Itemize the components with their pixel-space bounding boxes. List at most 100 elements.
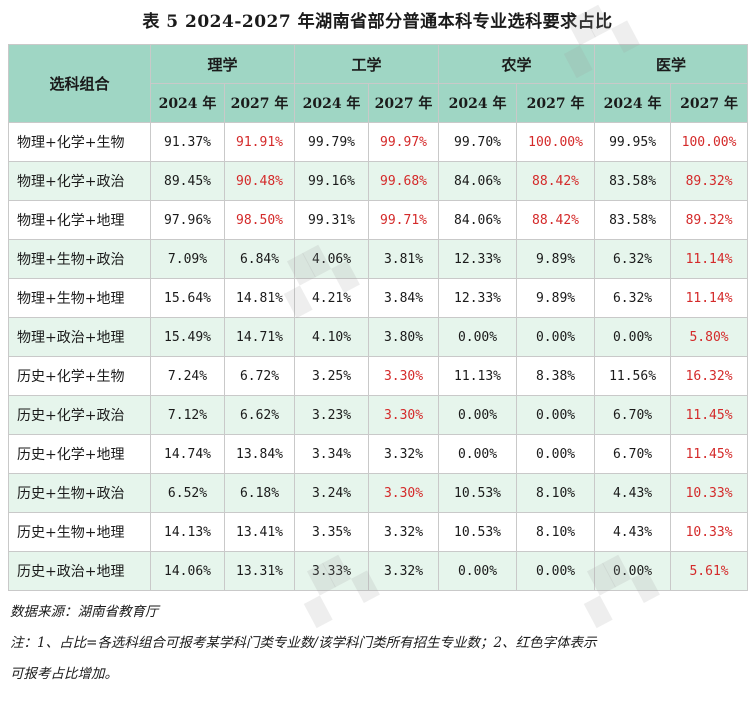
value-cell: 10.33% — [670, 473, 749, 513]
value-cell: 8.38% — [516, 356, 596, 396]
value-cell: 5.80% — [670, 317, 749, 357]
value-cell: 0.00% — [594, 551, 672, 591]
value-cell: 100.00% — [670, 122, 749, 162]
table-row: 历史+化学+生物 7.24% 6.72% 3.25% 3.30% 11.13% 8.38% 1… — [8, 356, 749, 396]
value-cell: 11.14% — [670, 278, 749, 318]
value-cell: 3.24% — [294, 473, 370, 513]
combo-cell: 物理+生物+地理 — [8, 278, 151, 318]
value-cell: 89.32% — [670, 200, 749, 240]
value-cell: 3.84% — [368, 278, 440, 318]
value-cell: 83.58% — [594, 161, 672, 201]
value-cell: 89.45% — [150, 161, 225, 201]
value-cell: 100.00% — [516, 122, 596, 162]
value-cell: 83.58% — [594, 200, 672, 240]
footnote-line-2: 可报考占比增加。 — [10, 666, 118, 682]
combo-cell: 历史+化学+政治 — [8, 395, 151, 435]
value-cell: 0.00% — [438, 317, 518, 357]
value-cell: 0.00% — [516, 395, 596, 435]
value-cell: 10.33% — [670, 512, 749, 552]
value-cell: 6.32% — [594, 239, 672, 279]
year-header: 2024 年 — [294, 83, 370, 123]
combo-cell: 物理+化学+政治 — [8, 161, 151, 201]
table-body: 物理+化学+生物 91.37% 91.91% 99.79% 99.97% 99.70% 10… — [8, 122, 749, 591]
value-cell: 11.13% — [438, 356, 518, 396]
table-row: 物理+政治+地理 15.49% 14.71% 4.10% 3.80% 0.00% 0.00%… — [8, 317, 749, 357]
category-header-science: 理学 — [149, 44, 296, 84]
value-cell: 4.43% — [594, 473, 672, 513]
value-cell: 98.50% — [223, 200, 296, 240]
value-cell: 14.06% — [150, 551, 225, 591]
value-cell: 6.84% — [223, 239, 296, 279]
value-cell: 0.00% — [438, 551, 518, 591]
value-cell: 3.23% — [294, 395, 370, 435]
value-cell: 3.35% — [294, 512, 370, 552]
value-cell: 6.32% — [594, 278, 672, 318]
value-cell: 12.33% — [438, 239, 518, 279]
value-cell: 9.89% — [516, 239, 596, 279]
combo-cell: 历史+政治+地理 — [8, 551, 151, 591]
value-cell: 6.70% — [594, 434, 672, 474]
value-cell: 3.30% — [368, 395, 440, 435]
value-cell: 3.33% — [294, 551, 370, 591]
value-cell: 4.10% — [294, 317, 370, 357]
table-row: 物理+生物+政治 7.09% 6.84% 4.06% 3.81% 12.33% 9.89% 6… — [8, 239, 749, 279]
document-frame: 表 5 2024-2027 年湖南省部分普通本科专业选科要求占比 选科组合 理学… — [8, 0, 749, 690]
table-row: 历史+生物+地理 14.13% 13.41% 3.35% 3.32% 10.53% 8.10… — [8, 512, 749, 552]
value-cell: 0.00% — [594, 317, 672, 357]
notes-section: 数据来源：湖南省教育厅 注：1、占比=各选科组合可报考某学科门类专业数/该学科门… — [8, 597, 747, 690]
combo-cell: 历史+化学+生物 — [8, 356, 151, 396]
combo-header: 选科组合 — [8, 44, 151, 123]
value-cell: 14.81% — [223, 278, 296, 318]
value-cell: 14.74% — [150, 434, 225, 474]
value-cell: 90.48% — [223, 161, 296, 201]
table-row: 物理+化学+地理 97.96% 98.50% 99.31% 99.71% 84.06% 88… — [8, 200, 749, 240]
value-cell: 11.45% — [670, 434, 749, 474]
value-cell: 14.13% — [150, 512, 225, 552]
value-cell: 10.53% — [438, 473, 518, 513]
category-header-engineering: 工学 — [294, 44, 440, 84]
value-cell: 7.12% — [150, 395, 225, 435]
year-header: 2024 年 — [150, 83, 225, 123]
value-cell: 91.37% — [150, 122, 225, 162]
value-cell: 11.14% — [670, 239, 749, 279]
year-header: 2027 年 — [670, 83, 749, 123]
value-cell: 6.70% — [594, 395, 672, 435]
year-header: 2027 年 — [516, 83, 596, 123]
value-cell: 9.89% — [516, 278, 596, 318]
data-source-note: 数据来源：湖南省教育厅 — [10, 604, 159, 620]
value-cell: 0.00% — [438, 395, 518, 435]
value-cell: 15.49% — [150, 317, 225, 357]
value-cell: 91.91% — [223, 122, 296, 162]
value-cell: 3.34% — [294, 434, 370, 474]
value-cell: 13.31% — [223, 551, 296, 591]
value-cell: 99.70% — [438, 122, 518, 162]
value-cell: 4.21% — [294, 278, 370, 318]
combo-cell: 历史+化学+地理 — [8, 434, 151, 474]
combo-cell: 物理+政治+地理 — [8, 317, 151, 357]
value-cell: 3.80% — [368, 317, 440, 357]
value-cell: 13.84% — [223, 434, 296, 474]
value-cell: 3.32% — [368, 551, 440, 591]
year-header: 2027 年 — [368, 83, 440, 123]
value-cell: 3.32% — [368, 512, 440, 552]
value-cell: 0.00% — [516, 551, 596, 591]
value-cell: 13.41% — [223, 512, 296, 552]
value-cell: 3.81% — [368, 239, 440, 279]
value-cell: 5.61% — [670, 551, 749, 591]
table-row: 历史+生物+政治 6.52% 6.18% 3.24% 3.30% 10.53% 8.10% 4… — [8, 473, 749, 513]
combo-cell: 物理+化学+生物 — [8, 122, 151, 162]
value-cell: 99.71% — [368, 200, 440, 240]
category-header-agriculture: 农学 — [438, 44, 596, 84]
value-cell: 16.32% — [670, 356, 749, 396]
table-row: 历史+化学+政治 7.12% 6.62% 3.23% 3.30% 0.00% 0.00% 6.… — [8, 395, 749, 435]
value-cell: 0.00% — [516, 317, 596, 357]
combo-cell: 历史+生物+政治 — [8, 473, 151, 513]
value-cell: 99.79% — [294, 122, 370, 162]
value-cell: 6.72% — [223, 356, 296, 396]
value-cell: 89.32% — [670, 161, 749, 201]
value-cell: 3.30% — [368, 473, 440, 513]
subject-requirement-table: 选科组合 理学 工学 农学 医学 2024 年 2027 年 2024 年 20… — [8, 44, 749, 591]
value-cell: 6.18% — [223, 473, 296, 513]
value-cell: 3.32% — [368, 434, 440, 474]
value-cell: 4.43% — [594, 512, 672, 552]
